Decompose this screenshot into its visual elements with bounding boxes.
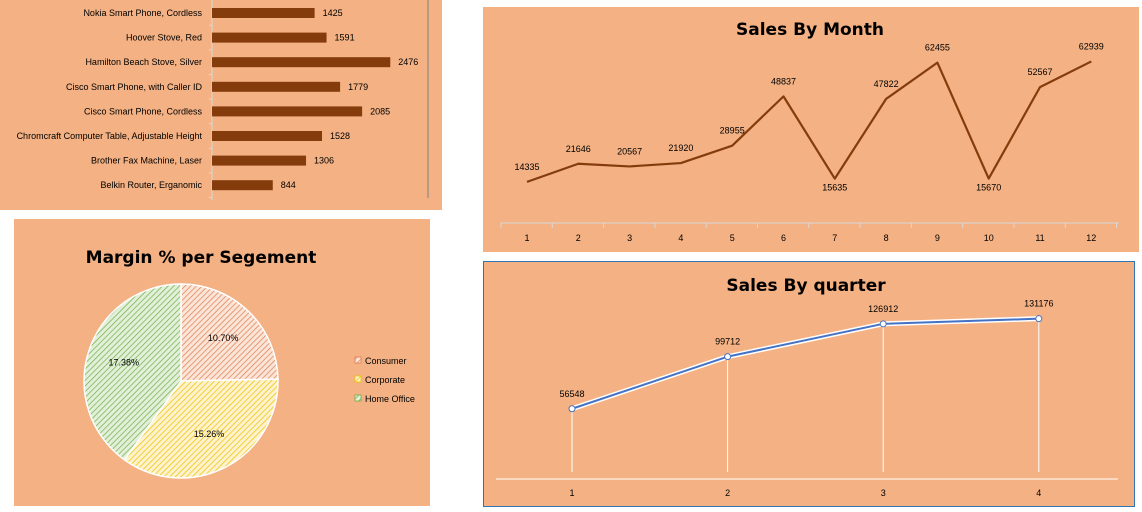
data-point xyxy=(879,320,887,328)
data-label: 62455 xyxy=(925,43,950,53)
data-label: 1306 xyxy=(314,156,334,166)
legend-swatch xyxy=(354,356,362,364)
x-tick-label: 11 xyxy=(1035,233,1044,243)
data-label: 15670 xyxy=(976,183,1001,193)
data-label: 28955 xyxy=(720,126,745,136)
legend-label: Consumer xyxy=(365,356,407,366)
x-tick-label: 5 xyxy=(730,233,735,243)
x-tick-label: 4 xyxy=(678,233,683,243)
chart-title: Sales By quarter xyxy=(726,276,886,296)
series-line xyxy=(526,60,1092,183)
x-tick-label: 10 xyxy=(984,233,994,243)
series-line-glow xyxy=(571,316,1039,412)
x-tick-label: 7 xyxy=(832,233,837,243)
bar xyxy=(212,106,363,117)
data-label: 17.38% xyxy=(108,358,139,368)
bar xyxy=(212,180,273,191)
top-products-panel: Nokia Smart Phone, Cordless 1425 Hoover St… xyxy=(0,0,442,210)
data-label: 1528 xyxy=(330,131,350,141)
pie-slice xyxy=(123,378,279,479)
data-label: 56548 xyxy=(559,389,584,399)
x-tick-label: 12 xyxy=(1086,233,1096,243)
sales-by-month-panel: Sales By Month 14335 1 21646 2 20567 3 21920 4 2… xyxy=(483,7,1139,252)
data-label: 15.26% xyxy=(194,429,225,439)
chart-title: Sales By Month xyxy=(736,20,884,40)
x-tick-label: 2 xyxy=(725,488,730,498)
margin-panel: Margin % per Segement 10.70% Consumer 15.2… xyxy=(14,219,430,506)
data-label: 15635 xyxy=(822,183,847,193)
legend-label: Home Office xyxy=(365,394,415,404)
data-point xyxy=(1035,315,1043,323)
pie-slice xyxy=(83,283,182,461)
data-label: 126912 xyxy=(868,304,898,314)
x-tick-label: 3 xyxy=(627,233,632,243)
data-label: 14335 xyxy=(514,162,539,172)
x-tick-label: 1 xyxy=(569,488,574,498)
bar xyxy=(212,155,307,166)
data-label: 2476 xyxy=(398,57,418,67)
category-label: Nokia Smart Phone, Cordless xyxy=(83,8,202,18)
category-label: Brother Fax Machine, Laser xyxy=(91,156,202,166)
legend-swatch xyxy=(354,375,362,383)
data-point xyxy=(724,353,732,361)
data-label: 62939 xyxy=(1079,41,1104,51)
x-tick-label: 2 xyxy=(576,233,581,243)
data-label: 131176 xyxy=(1024,299,1053,309)
sales-by-quarter-panel: Sales By quarter 56548 1 99712 2 126912 3 1311… xyxy=(483,261,1135,507)
data-label: 2085 xyxy=(370,106,390,116)
data-label: 52567 xyxy=(1027,67,1052,77)
x-tick-label: 1 xyxy=(524,233,529,243)
data-label: 1425 xyxy=(323,8,343,18)
x-tick-label: 3 xyxy=(881,488,886,498)
margin-pie-chart: Margin % per Segement 10.70% Consumer 15.2… xyxy=(83,248,415,479)
pie-slice xyxy=(180,283,279,382)
data-label: 21920 xyxy=(668,143,693,153)
x-tick-label: 4 xyxy=(1036,488,1041,498)
category-label: Belkin Router, Erganomic xyxy=(100,180,202,190)
category-label: Cisco Smart Phone, Cordless xyxy=(84,106,203,116)
data-label: 1779 xyxy=(348,82,368,92)
bar xyxy=(212,8,315,18)
chart-title: Margin % per Segement xyxy=(86,248,317,268)
category-label: Cisco Smart Phone, with Caller ID xyxy=(66,82,203,92)
x-tick-label: 8 xyxy=(884,233,889,243)
bar xyxy=(212,32,327,43)
category-label: Hamilton Beach Stove, Silver xyxy=(85,57,202,67)
legend-swatch xyxy=(354,394,362,402)
data-label: 99712 xyxy=(715,337,740,347)
category-label: Chromcraft Computer Table, Adjustable He… xyxy=(17,131,203,141)
data-label: 844 xyxy=(281,180,296,190)
category-label: Hoover Stove, Red xyxy=(126,33,202,43)
legend-label: Corporate xyxy=(365,375,405,385)
x-tick-label: 6 xyxy=(781,233,786,243)
data-label: 20567 xyxy=(617,146,642,156)
top-products-bar-chart: Nokia Smart Phone, Cordless 1425 Hoover St… xyxy=(17,0,429,200)
data-label: 48837 xyxy=(771,76,796,86)
data-point xyxy=(568,405,576,413)
sales-by-quarter-chart: Sales By quarter 56548 1 99712 2 126912 3 1311… xyxy=(496,276,1118,498)
data-label: 47822 xyxy=(874,79,899,89)
x-tick-label: 9 xyxy=(935,233,940,243)
bar xyxy=(212,131,323,141)
series-line xyxy=(571,317,1039,410)
sales-by-month-chart: Sales By Month 14335 1 21646 2 20567 3 21920 4 2… xyxy=(500,20,1119,243)
data-label: 1591 xyxy=(335,33,355,43)
data-label: 21646 xyxy=(566,144,591,154)
bar xyxy=(212,81,341,92)
data-label: 10.70% xyxy=(208,333,239,343)
bar xyxy=(212,57,391,68)
